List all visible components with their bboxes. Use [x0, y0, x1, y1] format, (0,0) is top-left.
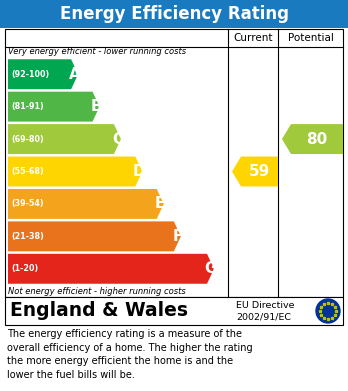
Text: England & Wales: England & Wales	[10, 301, 188, 321]
Text: The energy efficiency rating is a measure of the
overall efficiency of a home. T: The energy efficiency rating is a measur…	[7, 329, 253, 380]
Polygon shape	[8, 156, 142, 187]
Text: (1-20): (1-20)	[11, 264, 38, 273]
Text: Energy Efficiency Rating: Energy Efficiency Rating	[60, 5, 288, 23]
Bar	[5, 29, 343, 297]
Text: Very energy efficient - lower running costs: Very energy efficient - lower running co…	[8, 47, 186, 57]
Polygon shape	[8, 91, 100, 122]
Text: F: F	[172, 229, 183, 244]
Text: 80: 80	[306, 131, 327, 147]
Text: (55-68): (55-68)	[11, 167, 44, 176]
Polygon shape	[8, 59, 78, 89]
Bar	[0, 0, 348, 28]
Text: 59: 59	[249, 164, 270, 179]
Polygon shape	[282, 124, 343, 154]
Text: D: D	[133, 164, 145, 179]
Text: (39-54): (39-54)	[11, 199, 44, 208]
Text: B: B	[90, 99, 102, 114]
Bar	[5, 297, 343, 325]
Text: A: A	[69, 67, 80, 82]
Text: (21-38): (21-38)	[11, 232, 44, 241]
Text: Not energy efficient - higher running costs: Not energy efficient - higher running co…	[8, 287, 186, 296]
Text: G: G	[204, 261, 217, 276]
Text: (69-80): (69-80)	[11, 135, 44, 143]
Text: (81-91): (81-91)	[11, 102, 44, 111]
Text: Current: Current	[233, 33, 273, 43]
Polygon shape	[8, 221, 181, 251]
Polygon shape	[8, 189, 164, 219]
Text: EU Directive
2002/91/EC: EU Directive 2002/91/EC	[236, 301, 294, 321]
Text: Potential: Potential	[287, 33, 333, 43]
Circle shape	[316, 299, 340, 323]
Text: (92-100): (92-100)	[11, 70, 49, 79]
Polygon shape	[8, 124, 121, 154]
Text: C: C	[112, 131, 123, 147]
Polygon shape	[8, 254, 214, 284]
Polygon shape	[232, 156, 278, 187]
Text: E: E	[155, 196, 165, 212]
